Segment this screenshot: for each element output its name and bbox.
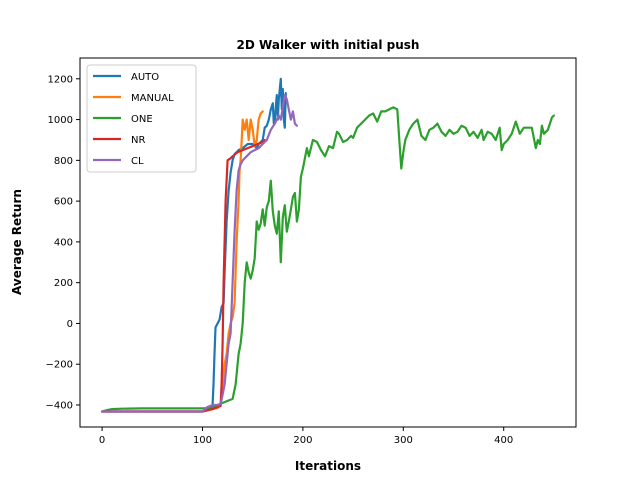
- y-tick-label: 800: [54, 156, 73, 167]
- legend-label-auto: AUTO: [131, 72, 159, 83]
- legend-label-nr: NR: [131, 135, 145, 146]
- y-tick-label: 400: [54, 237, 73, 248]
- y-tick-label: −400: [46, 400, 73, 411]
- x-tick-label: 100: [193, 435, 212, 446]
- series-layer: [101, 77, 555, 413]
- legend-label-manual: MANUAL: [131, 93, 174, 104]
- series-line-one: [101, 106, 555, 413]
- y-axis-title: Average Return: [10, 189, 24, 295]
- legend-label-cl: CL: [131, 156, 144, 167]
- tick-layer: 0 100 200 300 400 −400 −200 0 200 400 600 800 1000 12…: [46, 74, 514, 446]
- y-tick-label: −200: [46, 360, 73, 371]
- y-tick-label: 1000: [48, 115, 73, 126]
- series-line-cl: [101, 94, 298, 413]
- y-tick-label: 1200: [48, 74, 73, 85]
- x-tick-label: 0: [99, 435, 105, 446]
- plot-frame: [79, 57, 577, 428]
- chart-title: 2D Walker with initial push: [237, 38, 420, 52]
- x-axis-title: Iterations: [295, 459, 361, 473]
- legend-box: [86, 64, 197, 173]
- x-tick-label: 200: [293, 435, 312, 446]
- y-tick-label: 0: [67, 319, 73, 330]
- x-tick-label: 300: [394, 435, 413, 446]
- x-tick-label: 400: [494, 435, 513, 446]
- legend: AUTO MANUAL ONE NR CL: [86, 64, 197, 173]
- y-tick-label: 600: [54, 197, 73, 208]
- y-tick-label: 200: [54, 278, 73, 289]
- legend-label-one: ONE: [131, 114, 153, 125]
